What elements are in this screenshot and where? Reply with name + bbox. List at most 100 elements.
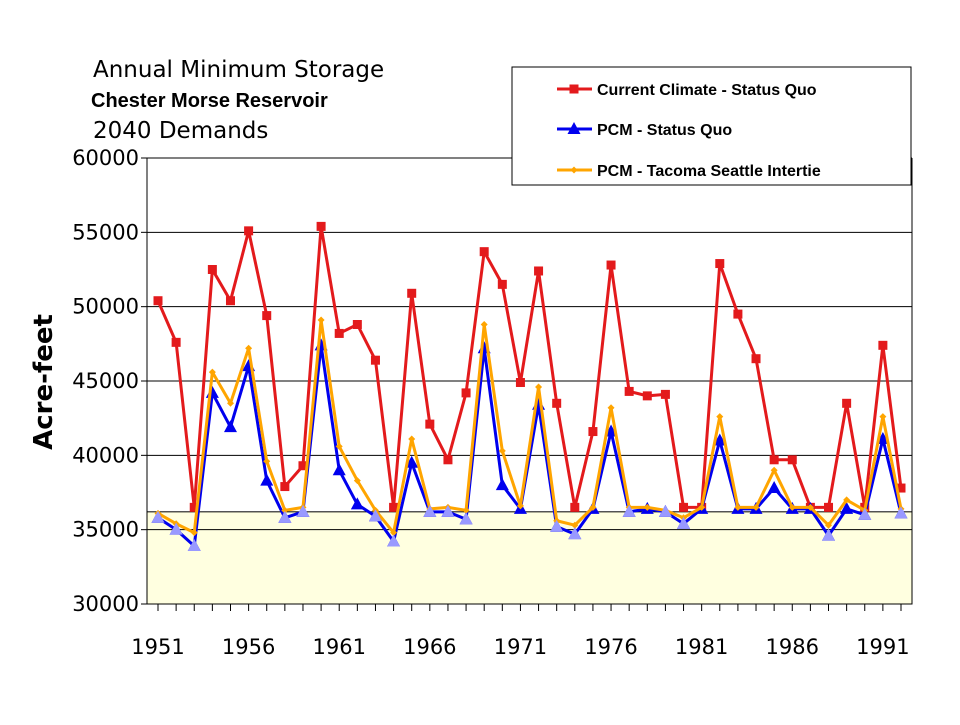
series-0-point <box>244 226 254 236</box>
series-0-point <box>715 259 725 269</box>
series-1-point <box>332 463 346 476</box>
series-1-point-in-band <box>822 528 836 541</box>
series-0-point <box>751 354 761 364</box>
legend-swatch-marker <box>567 122 581 134</box>
x-tick-label: 1976 <box>584 635 637 659</box>
series-1-point-in-band <box>187 539 201 552</box>
series-1-point <box>260 473 274 486</box>
series-1-point-in-band <box>658 504 672 517</box>
series-2-point <box>480 321 488 329</box>
series-0-point <box>787 455 797 465</box>
series-2-point <box>806 503 814 511</box>
series-2-point <box>353 477 361 485</box>
series-0-point <box>207 265 217 274</box>
series-0-point <box>824 502 834 512</box>
series-2-point <box>462 506 470 514</box>
series-1-point <box>223 420 237 433</box>
series-2-point <box>281 506 289 514</box>
plot-layer: 30000 35000 40000 45000 50000 55000 60000 1951 1… <box>72 146 913 659</box>
series-2-point <box>390 529 398 537</box>
y-tick-label: 30000 <box>72 592 139 616</box>
x-tick-label: 1966 <box>403 635 456 659</box>
series-2-point <box>843 496 851 504</box>
series-1-point-in-band <box>459 512 473 525</box>
series-2-point <box>698 503 706 511</box>
series-1-point <box>767 481 781 494</box>
series-2-point <box>245 344 253 352</box>
series-0-point <box>624 386 634 396</box>
series-2-point <box>734 503 742 511</box>
series-1-point <box>840 501 854 514</box>
y-tick-label: 50000 <box>72 295 139 319</box>
series-0-point <box>425 419 435 429</box>
x-tick-label: 1991 <box>856 635 909 659</box>
series-1-point <box>495 478 509 491</box>
series-0-point <box>189 502 199 512</box>
series-0-point <box>642 391 652 401</box>
shaded-band <box>146 511 913 605</box>
series-0-point <box>733 309 743 319</box>
y-tick-label: 45000 <box>72 369 139 393</box>
series-0-point <box>352 320 362 330</box>
series-2-point <box>226 399 234 407</box>
title-line-2: Chester Morse Reservoir <box>91 90 328 112</box>
series-2-point <box>263 457 271 465</box>
series-0-point <box>407 288 417 298</box>
series-2-point <box>825 521 833 529</box>
series-0-point <box>479 247 489 257</box>
series-1-point-in-band <box>368 509 382 522</box>
series-1-point-in-band <box>441 504 455 517</box>
series-0-point <box>660 389 670 399</box>
series-0-point <box>497 279 507 289</box>
series-1-point-in-band <box>169 522 183 535</box>
series-line-2 <box>157 318 903 535</box>
series-1-point-in-band <box>387 534 401 547</box>
legend-swatch-marker <box>569 84 579 94</box>
series-0-point <box>878 340 888 350</box>
y-tick-label: 55000 <box>72 220 139 244</box>
series-2-point <box>190 529 198 537</box>
legend-label: PCM - Status Quo <box>597 122 732 139</box>
legend-swatch-marker <box>570 166 578 174</box>
series-2-point <box>516 502 524 510</box>
x-tick-label: 1956 <box>222 635 275 659</box>
series-1-point-in-band <box>622 504 636 517</box>
y-axis-label: Acre-feet <box>29 314 59 450</box>
title-line-3: 2040 Demands <box>93 118 268 144</box>
series-2-point <box>535 383 543 391</box>
series-0-point <box>769 455 779 465</box>
series-1-point <box>405 455 419 468</box>
y-tick-label: 60000 <box>72 146 139 170</box>
series-2-point <box>317 316 325 324</box>
series-0-point <box>225 296 235 306</box>
series-0-point <box>570 502 580 512</box>
series-1-point-in-band <box>894 506 908 519</box>
series-0-point <box>262 311 272 321</box>
series-2-point <box>643 503 651 511</box>
series-2-point <box>879 413 887 421</box>
series-0-point <box>443 455 453 465</box>
series-0-point <box>280 482 290 492</box>
series-0-point <box>389 502 399 512</box>
series-0-point <box>171 337 181 347</box>
series-2-point <box>716 413 724 421</box>
series-1-point-in-band <box>550 519 564 532</box>
x-tick-label: 1961 <box>312 635 365 659</box>
series-0-point <box>896 483 906 493</box>
series-1-point-in-band <box>423 504 437 517</box>
series-2-point <box>208 368 216 376</box>
legend-label: PCM - Tacoma Seattle Intertie <box>597 163 821 180</box>
series-0-point <box>316 221 326 231</box>
series-2-point <box>788 503 796 511</box>
title-line-1: Annual Minimum Storage <box>93 57 384 83</box>
series-2-point <box>335 442 343 450</box>
series-2-point <box>770 466 778 474</box>
series-2-point <box>571 521 579 529</box>
series-1-point-in-band <box>858 507 872 520</box>
series-1-point-in-band <box>677 516 691 529</box>
x-tick-label: 1981 <box>675 635 728 659</box>
series-1-point-in-band <box>278 510 292 523</box>
series-2-point <box>498 447 506 455</box>
